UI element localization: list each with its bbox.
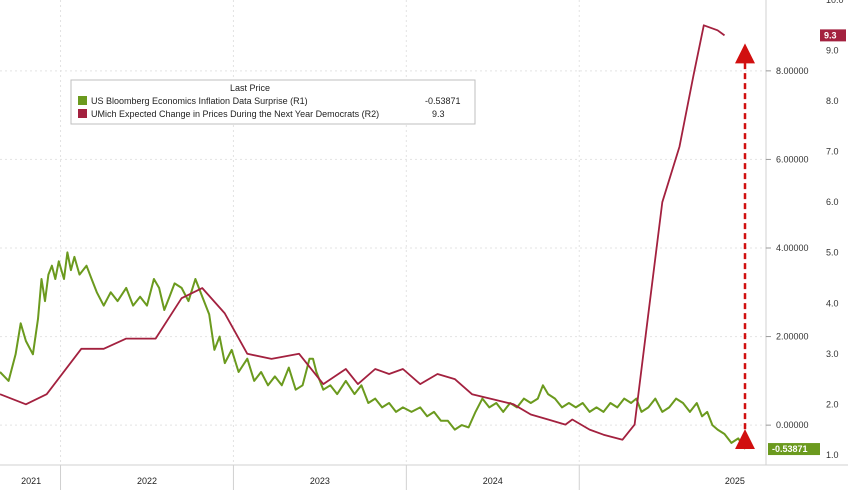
- y-tick-label-r2: 9.0: [826, 46, 839, 56]
- y-tick-label-r1: 6.00000: [776, 154, 809, 164]
- x-tick-label: 2022: [137, 476, 157, 486]
- legend-swatch-umich-democrats: [78, 109, 87, 118]
- series-line-inflation-surprise: [0, 251, 747, 450]
- x-tick-label: 2025: [725, 476, 745, 486]
- last-value-tag-umich-democrats: 9.3: [820, 29, 846, 42]
- legend-value-inflation-surprise: -0.53871: [425, 96, 461, 106]
- y-tick-label-r1: 0.00000: [776, 420, 809, 430]
- x-tick-label: 2021: [21, 476, 41, 486]
- y-tick-label-r2: 3.0: [826, 349, 839, 359]
- y-tick-label-r2: 8.0: [826, 96, 839, 106]
- legend-title: Last Price: [230, 83, 270, 93]
- legend-value-umich-democrats: 9.3: [432, 109, 445, 119]
- y-tick-label-r2: 4.0: [826, 298, 839, 308]
- series-layer: [0, 24, 747, 450]
- tag-r2-background: [820, 29, 846, 42]
- x-axis: 2021 2022 2023 2024 2025: [21, 465, 745, 490]
- gridlines: [0, 0, 766, 465]
- y-tick-label-r1: 2.00000: [776, 332, 809, 342]
- y-tick-label-r1: 4.00000: [776, 243, 809, 253]
- tag-r1-value: -0.53871: [772, 444, 808, 454]
- y-axis-r2: 10.0 9.0 8.0 7.0 6.0 5.0 4.0 3.0 2.0 1.0: [826, 0, 844, 460]
- y-axis-r1: 4.00000 2.00000 0.00000 8.00000 6.00000: [766, 66, 809, 430]
- x-tick-label: 2024: [483, 476, 503, 486]
- legend-label-umich-democrats: UMich Expected Change in Prices During t…: [91, 109, 379, 119]
- legend-swatch-inflation-surprise: [78, 96, 87, 105]
- series-line-umich-democrats: [0, 24, 726, 441]
- x-tick-label: 2023: [310, 476, 330, 486]
- y-tick-label-r2: 1.0: [826, 450, 839, 460]
- legend: Last Price US Bloomberg Economics Inflat…: [70, 79, 476, 125]
- y-tick-label-r2: 2.0: [826, 399, 839, 409]
- y-tick-label-r2: 7.0: [826, 147, 839, 157]
- y-tick-label-r2: 5.0: [826, 248, 839, 258]
- y-tick-label-r2: 6.0: [826, 197, 839, 207]
- y-tick-label-r2: 10.0: [826, 0, 844, 5]
- legend-box: [70, 79, 476, 125]
- legend-label-inflation-surprise: US Bloomberg Economics Inflation Data Su…: [91, 96, 308, 106]
- tag-r2-value: 9.3: [824, 30, 837, 40]
- last-value-tag-inflation-surprise: -0.53871: [768, 443, 820, 456]
- y-tick-label-r1: 8.00000: [776, 66, 809, 76]
- tag-r1-background: [768, 443, 820, 456]
